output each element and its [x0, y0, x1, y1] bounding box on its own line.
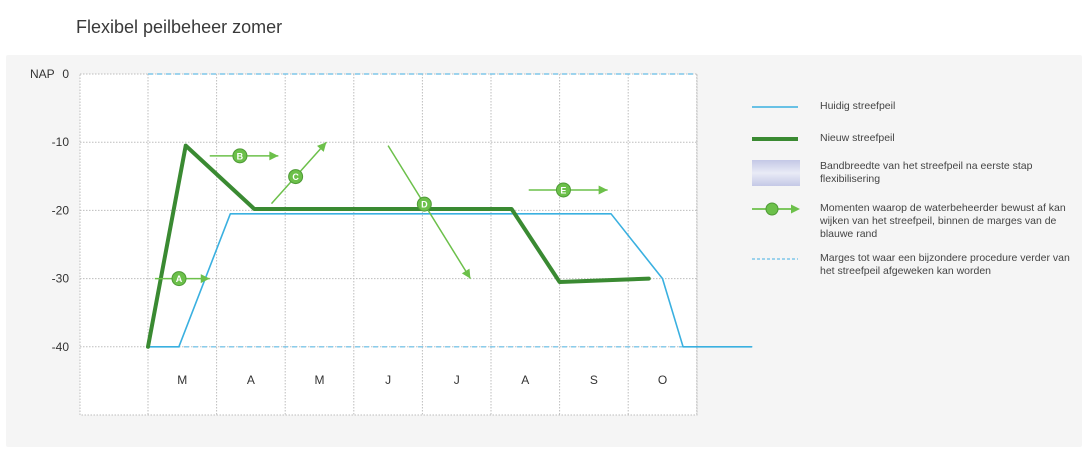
legend-swatch-margin — [752, 258, 798, 260]
legend-item-margin: Marges tot waar een bijzondere procedure… — [748, 252, 1083, 277]
legend-swatch-band — [752, 160, 800, 186]
moment-arrow-a: A — [154, 271, 210, 287]
moment-label: C — [292, 172, 299, 182]
series-huidig-line — [147, 213, 753, 348]
series-nieuw-line — [146, 143, 651, 349]
moment-arrow-b: B — [209, 148, 279, 164]
moment-marker — [171, 271, 187, 287]
legend-item-moment: Momenten waarop de waterbeheerder bewust… — [748, 202, 1083, 240]
moment-marker — [555, 182, 571, 198]
legend-item-new: Nieuw streefpeil — [748, 132, 1083, 152]
swatch-marker — [765, 202, 779, 216]
legend-swatch-current — [752, 106, 798, 108]
legend-label: Marges tot waar een bijzondere procedure… — [820, 252, 1070, 277]
legend-label: Huidig streefpeil — [820, 100, 896, 112]
moment-arrow-head — [200, 274, 210, 284]
y-tick-label: 0 — [62, 67, 69, 81]
moment-arrow-head — [269, 151, 279, 161]
x-tick-label: M — [177, 373, 187, 387]
legend-swatch-new — [752, 137, 798, 141]
moment-arrow-head — [461, 268, 471, 279]
moment-arrow-head — [317, 142, 327, 152]
legend-label: Bandbreedte van het streefpeil na eerste… — [820, 160, 1033, 185]
y-tick-label: -30 — [52, 272, 70, 286]
moment-arrow-head — [598, 185, 608, 195]
chart-title: Flexibel peilbeheer zomer — [76, 17, 283, 37]
moment-marker — [232, 148, 248, 164]
x-tick-label: J — [385, 373, 391, 387]
moment-label: B — [237, 151, 244, 161]
moment-label: D — [421, 200, 428, 210]
swatch-arrow-head — [791, 204, 800, 214]
y-tick-label: -40 — [52, 340, 70, 354]
y-tick-label: -10 — [52, 135, 70, 149]
moment-arrow-c: C — [270, 141, 327, 205]
legend-item-band: Bandbreedte van het streefpeil na eerste… — [748, 160, 1083, 186]
x-tick-label: O — [658, 373, 667, 387]
x-tick-label: A — [247, 373, 255, 387]
moment-label: A — [176, 274, 183, 284]
legend-label: Momenten waarop de waterbeheerder bewust… — [820, 202, 1066, 240]
x-tick-label: S — [590, 373, 598, 387]
plot-area — [79, 73, 698, 416]
legend-swatch-moment — [752, 202, 800, 216]
x-tick-label: A — [521, 373, 529, 387]
moment-arrow-d: D — [387, 145, 472, 279]
x-tick-label: M — [315, 373, 325, 387]
moment-arrow-line — [387, 145, 472, 279]
moment-marker — [416, 196, 432, 212]
moment-marker — [288, 169, 304, 185]
swatch-band — [752, 160, 800, 186]
x-tick-label: J — [454, 373, 460, 387]
legend-item-current: Huidig streefpeil — [748, 100, 1083, 120]
y-tick-label: -20 — [52, 203, 70, 217]
y-axis-label: NAP — [30, 67, 55, 81]
moment-arrow-e: E — [528, 182, 608, 198]
moment-label: E — [560, 185, 566, 195]
legend-label: Nieuw streefpeil — [820, 132, 895, 144]
